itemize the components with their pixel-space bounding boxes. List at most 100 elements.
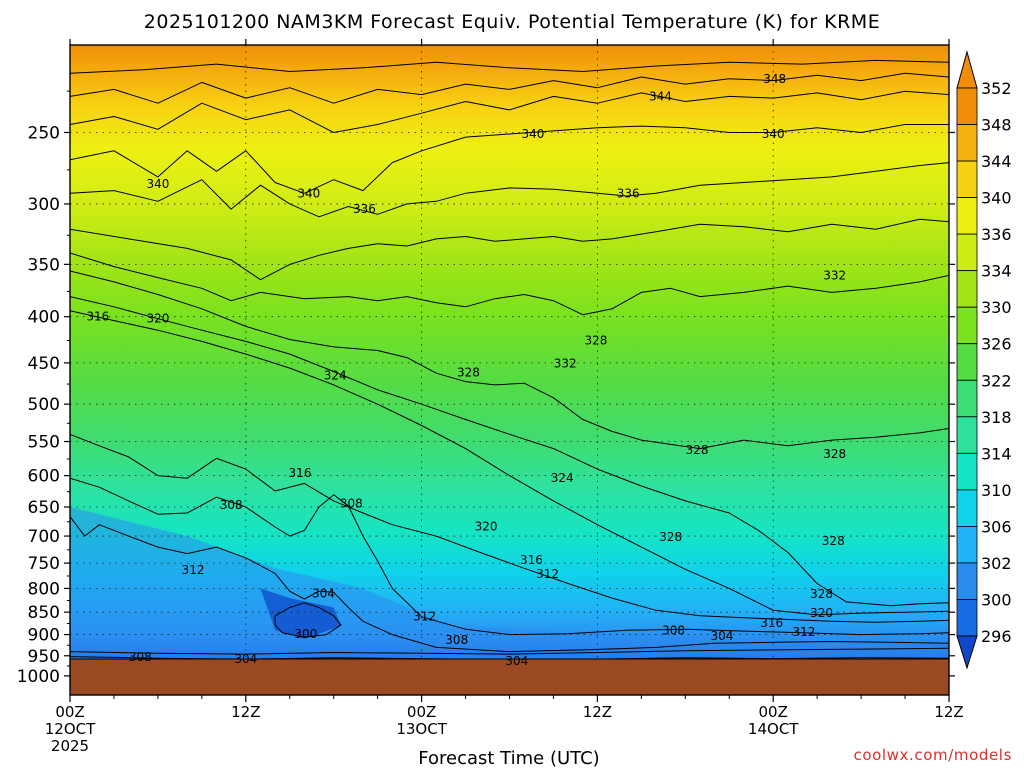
colorbar-swatch	[956, 160, 978, 198]
contour-label: 328	[810, 587, 833, 601]
contour-label: 308	[340, 496, 363, 510]
contour-line-328	[70, 252, 949, 316]
contour-line-300	[274, 602, 342, 638]
contour-line-336	[70, 162, 949, 218]
y-tick-label: 750	[28, 554, 60, 574]
y-tick-label: 600	[28, 467, 60, 487]
y-tick-label: 400	[28, 308, 60, 328]
contour-label: 328	[457, 365, 480, 379]
contour-line-316	[70, 310, 949, 616]
x-tick-label: 12Z	[583, 703, 612, 721]
contour-label: 348	[763, 72, 786, 86]
y-tick-label: 250	[28, 123, 60, 143]
y-tick-label: 500	[28, 395, 60, 415]
y-tick-label: 700	[28, 527, 60, 547]
y-tick-label: 950	[28, 647, 60, 667]
contour-line-308	[70, 647, 949, 655]
contour-label: 316	[520, 553, 543, 567]
contour-label: 312	[413, 609, 436, 623]
y-tick-label: 1000	[17, 667, 60, 687]
x-axis-title: Forecast Time (UTC)	[418, 748, 599, 768]
contour-label: 320	[475, 519, 498, 533]
y-tick-label: 550	[28, 433, 60, 453]
contour-label: 316	[86, 310, 109, 324]
colorbar-swatch	[956, 379, 978, 418]
contour-label: 324	[324, 369, 347, 383]
colorbar-tick-label: 330	[981, 298, 1012, 317]
colorbar-swatch	[956, 197, 978, 235]
contour-line-344	[70, 90, 949, 133]
contour-label: 340	[297, 186, 320, 200]
contour-label: 340	[146, 177, 169, 191]
y-tick-label: 800	[28, 579, 60, 599]
contour-label: 340	[762, 127, 785, 141]
y-tick-label: 350	[28, 255, 60, 275]
contour-line-340	[70, 124, 949, 194]
contour-line-312	[70, 433, 949, 623]
colorbar-tick-label: 344	[981, 152, 1012, 171]
coldest-core-shading	[260, 588, 342, 639]
contour-label: 328	[659, 530, 682, 544]
colorbar-tick-label: 340	[981, 189, 1012, 208]
credit-text: coolwx.com/models	[854, 746, 1013, 764]
colorbar-tick-label: 314	[981, 444, 1012, 463]
x-tick-label: 12Z	[934, 703, 963, 721]
contour-label: 320	[146, 312, 169, 326]
colorbar-swatch	[956, 306, 978, 345]
contour-label-layer: 348 344 340 340 340 340 336 336 332 316 320 328 328 3…	[86, 72, 846, 668]
colorbar-swatch	[956, 343, 978, 381]
contour-label: 308	[445, 633, 468, 647]
colorbar-top-arrow	[956, 50, 978, 89]
contour-line-324	[70, 270, 949, 450]
axes-layer: 250 300 350 400 450 500 550 600 650 700 750 800 850 9…	[17, 39, 964, 755]
contour-line-352	[70, 59, 949, 74]
colorbar-tick-label: 302	[981, 554, 1012, 573]
colorbar-swatch	[956, 124, 978, 162]
contour-label: 336	[617, 186, 640, 200]
colorbar-tick-label: 296	[981, 627, 1012, 646]
colorbar-tick-label: 334	[981, 262, 1012, 281]
contour-label: 308	[662, 624, 685, 638]
contour-label: 304	[312, 586, 335, 600]
colorbar-swatch	[956, 416, 978, 454]
contour-label: 332	[554, 357, 577, 371]
contour-label: 328	[822, 534, 845, 548]
colorbar-tick-label: 352	[981, 79, 1012, 98]
colorbar-swatch	[956, 233, 978, 272]
x-tick-label: 13OCT	[396, 720, 447, 738]
y-tick-label: 900	[28, 626, 60, 646]
y-tick-label: 850	[28, 603, 60, 623]
colorbar-swatch	[956, 599, 978, 637]
contour-label: 312	[536, 567, 559, 581]
colorbar: 352 348 344 340 336 334 330 326 322 318 314 310 306 3…	[956, 50, 1012, 670]
x-tick-label: 00Z	[407, 703, 436, 721]
colorbar-swatch	[956, 452, 978, 491]
contour-label: 304	[505, 654, 528, 668]
contour-label: 312	[182, 563, 205, 577]
colorbar-swatch	[956, 270, 978, 308]
contour-line-348	[70, 72, 949, 104]
colorbar-tick-label: 310	[981, 481, 1012, 500]
contour-label: 308	[220, 498, 243, 512]
surface-below-ground	[70, 659, 949, 695]
contour-label: 308	[129, 650, 152, 664]
colorbar-tick-label: 300	[981, 590, 1012, 609]
contour-label: 336	[353, 202, 376, 216]
contour-label: 316	[289, 466, 312, 480]
contour-label: 328	[584, 333, 607, 347]
x-tick-label: 2025	[51, 737, 89, 755]
colorbar-tick-label: 322	[981, 371, 1012, 390]
chart-title: 2025101200 NAM3KM Forecast Equiv. Potent…	[144, 11, 880, 33]
contour-label: 300	[294, 627, 317, 641]
contour-label: 312	[793, 625, 816, 639]
colorbar-swatch	[956, 526, 978, 564]
contour-label: 320	[810, 606, 833, 620]
field-layer	[70, 45, 949, 695]
y-tick-label: 650	[28, 498, 60, 518]
x-tick-label: 00Z	[759, 703, 788, 721]
contour-label: 324	[551, 471, 574, 485]
contour-label: 316	[760, 616, 783, 630]
colorbar-bottom-arrow	[956, 635, 978, 670]
